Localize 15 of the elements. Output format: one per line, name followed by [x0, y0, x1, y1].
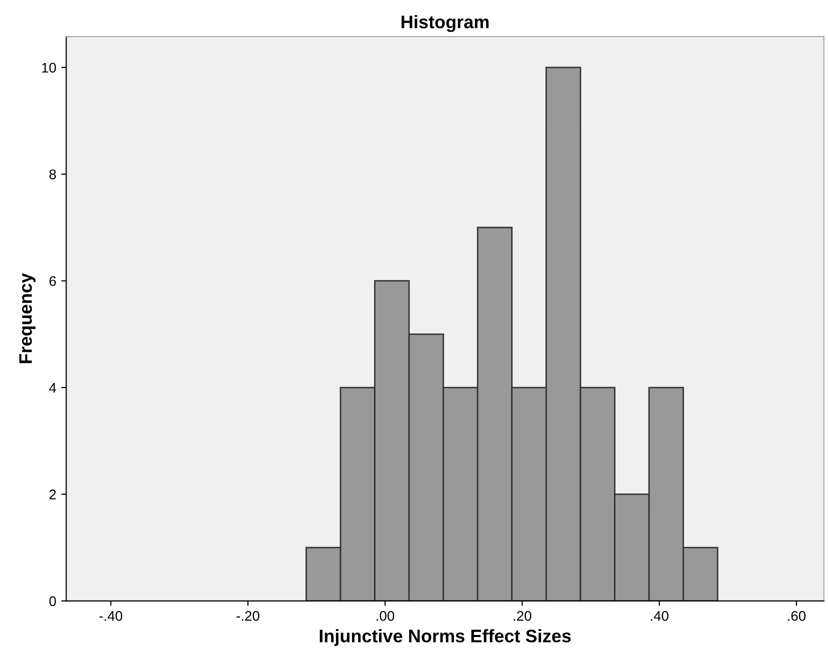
y-tick-label: 0 [49, 596, 56, 606]
chart-title: Histogram [402, 15, 489, 32]
y-tick-label: 4 [49, 383, 56, 393]
y-tick-label: 6 [50, 276, 56, 286]
x-tick-label: .60 [788, 611, 806, 621]
x-tick-label: .20 [514, 611, 532, 621]
x-axis-title: Injunctive Norms Effect Sizes [320, 629, 571, 646]
y-tick-label: 8 [49, 169, 56, 180]
y-axis-title: Frequency [19, 273, 36, 364]
x-tick-label: -.20 [236, 611, 260, 621]
x-tick-label: .00 [376, 611, 394, 621]
x-tick-label: .40 [650, 611, 668, 621]
y-tick-label: 2 [49, 490, 56, 500]
x-tick-label: -.40 [99, 611, 122, 621]
y-tick-label: 10 [42, 62, 56, 73]
